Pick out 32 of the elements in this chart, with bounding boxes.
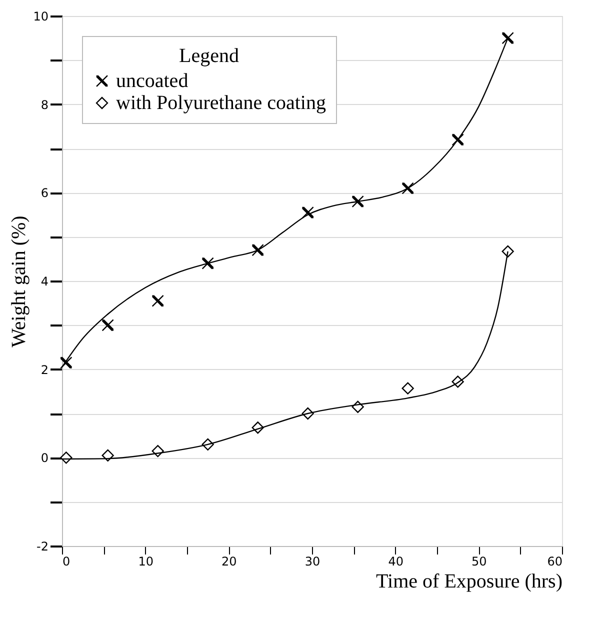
point (102, 319, 114, 332)
y-tick-label: 10 (33, 10, 48, 24)
x-tick-label: 0 (62, 554, 70, 568)
y-tick-label: 6 (40, 186, 48, 200)
point (252, 244, 264, 256)
point (152, 294, 164, 307)
point (452, 134, 464, 146)
x-tick-label: 60 (547, 554, 562, 568)
point (502, 245, 514, 258)
x-tick-label: 40 (388, 554, 404, 568)
point (502, 32, 514, 44)
y-tick-label: 2 (40, 362, 48, 377)
x-tick-label: 10 (138, 554, 154, 568)
x-tick-label: 30 (304, 554, 320, 568)
x-tick-label: 50 (472, 554, 487, 568)
point (102, 449, 114, 462)
point (402, 182, 414, 194)
legend-label: with Polyurethane coating (116, 92, 326, 114)
x-axis-title: Time of Exposure (hrs) (376, 570, 562, 592)
point (302, 206, 314, 219)
point (202, 257, 214, 270)
point (352, 195, 364, 208)
point (402, 382, 414, 394)
y-tick-label: 0 (40, 451, 48, 466)
y-tick-label: 8 (40, 98, 48, 112)
y-tick-label: -2 (36, 540, 48, 554)
legend-title: Legend (179, 45, 239, 67)
legend-label: uncoated (116, 70, 188, 92)
x-tick-label: 20 (222, 554, 237, 568)
y-tick-label: 4 (40, 274, 48, 288)
y-axis-title: Weight gain (%) (8, 216, 30, 348)
point (60, 356, 72, 369)
